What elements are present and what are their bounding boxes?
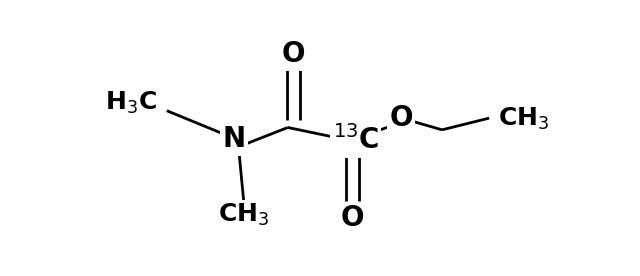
Text: $^{13}$C: $^{13}$C <box>333 126 379 155</box>
Text: CH$_3$: CH$_3$ <box>218 202 269 228</box>
Text: N: N <box>222 125 245 153</box>
Text: O: O <box>341 204 365 232</box>
Text: O: O <box>282 40 305 68</box>
Text: CH$_3$: CH$_3$ <box>499 106 550 132</box>
Text: H$_3$C: H$_3$C <box>105 90 157 116</box>
Text: O: O <box>390 104 413 132</box>
